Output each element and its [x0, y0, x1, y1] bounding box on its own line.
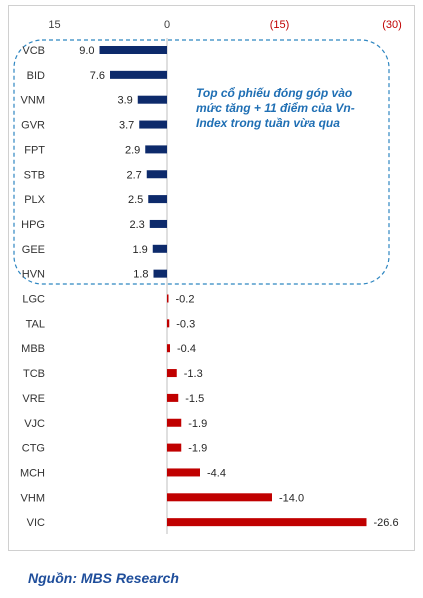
value-label: -1.9 [188, 418, 207, 430]
x-tick-label: 0 [164, 19, 170, 31]
x-tick-label: 15 [48, 19, 60, 31]
value-label: -1.5 [185, 393, 204, 405]
category-label: PLX [24, 194, 45, 206]
value-label: 7.6 [90, 70, 105, 82]
category-label: TAL [26, 318, 45, 330]
callout-text: Top cổ phiếu đóng góp vào mức tăng + 11 … [196, 86, 355, 130]
bar-lgc [167, 294, 169, 303]
bar-fpt [145, 145, 167, 154]
value-label: 1.8 [133, 269, 148, 281]
value-label: -26.6 [374, 517, 399, 529]
x-tick-label: (15) [270, 19, 290, 31]
category-label: CTG [22, 443, 45, 455]
value-label: -0.2 [176, 294, 195, 306]
category-label: VIC [27, 517, 45, 529]
bar-stb [146, 170, 167, 179]
category-label: FPT [24, 144, 45, 156]
value-label: -1.9 [188, 443, 207, 455]
category-label: VRE [22, 393, 45, 405]
value-label: 2.3 [129, 219, 144, 231]
value-label: -4.4 [207, 467, 226, 479]
bar-gvr [139, 120, 167, 129]
bar-plx [148, 195, 167, 204]
category-label: VHM [21, 492, 45, 504]
category-label: MBB [21, 343, 45, 355]
bar-chart: 15 0 (15) (30) VCB 9.0 BID 7.6 VNM 3.9 GVR 3.7 FPT 2… [13, 19, 402, 534]
bar-bid [110, 70, 167, 79]
bar-ctg [167, 443, 182, 452]
bar-vcb [99, 46, 167, 54]
bar-vic [167, 518, 367, 527]
bar-tcb [167, 369, 177, 378]
category-label: GVR [21, 120, 45, 132]
category-label: VJC [24, 418, 45, 430]
source-note: Nguồn: MBS Research [28, 570, 179, 586]
bar-vre [167, 393, 179, 402]
bar-hpg [149, 219, 167, 228]
value-label: -0.4 [177, 343, 196, 355]
value-label: 3.7 [119, 120, 134, 132]
category-label: HVN [22, 269, 45, 281]
callout-box [13, 39, 390, 285]
value-label: 3.9 [117, 95, 132, 107]
category-label: GEE [22, 244, 45, 256]
bar-mbb [167, 344, 170, 353]
x-tick-label: (30) [382, 19, 402, 31]
category-label: TCB [23, 368, 45, 380]
value-label: 2.7 [126, 169, 141, 181]
category-label: HPG [21, 219, 45, 231]
bar-mch [167, 468, 200, 477]
chart-frame [8, 5, 415, 551]
value-label: 1.9 [132, 244, 147, 256]
value-label: 2.5 [128, 194, 143, 206]
value-label: -1.3 [184, 368, 203, 380]
category-label: VNM [21, 95, 45, 107]
category-label: MCH [20, 467, 45, 479]
value-label: 9.0 [79, 45, 94, 57]
category-label: STB [24, 169, 45, 181]
bar-vhm [167, 493, 272, 502]
category-label: VCB [22, 45, 45, 57]
bar-vjc [167, 418, 182, 427]
bar-tal [167, 319, 170, 328]
category-label: LGC [22, 294, 45, 306]
value-label: 2.9 [125, 144, 140, 156]
bar-hvn [153, 269, 167, 278]
bar-vnm [137, 95, 167, 104]
value-label: -0.3 [176, 318, 195, 330]
bar-gee [152, 244, 167, 253]
category-label: BID [27, 70, 45, 82]
value-label: -14.0 [279, 492, 304, 504]
